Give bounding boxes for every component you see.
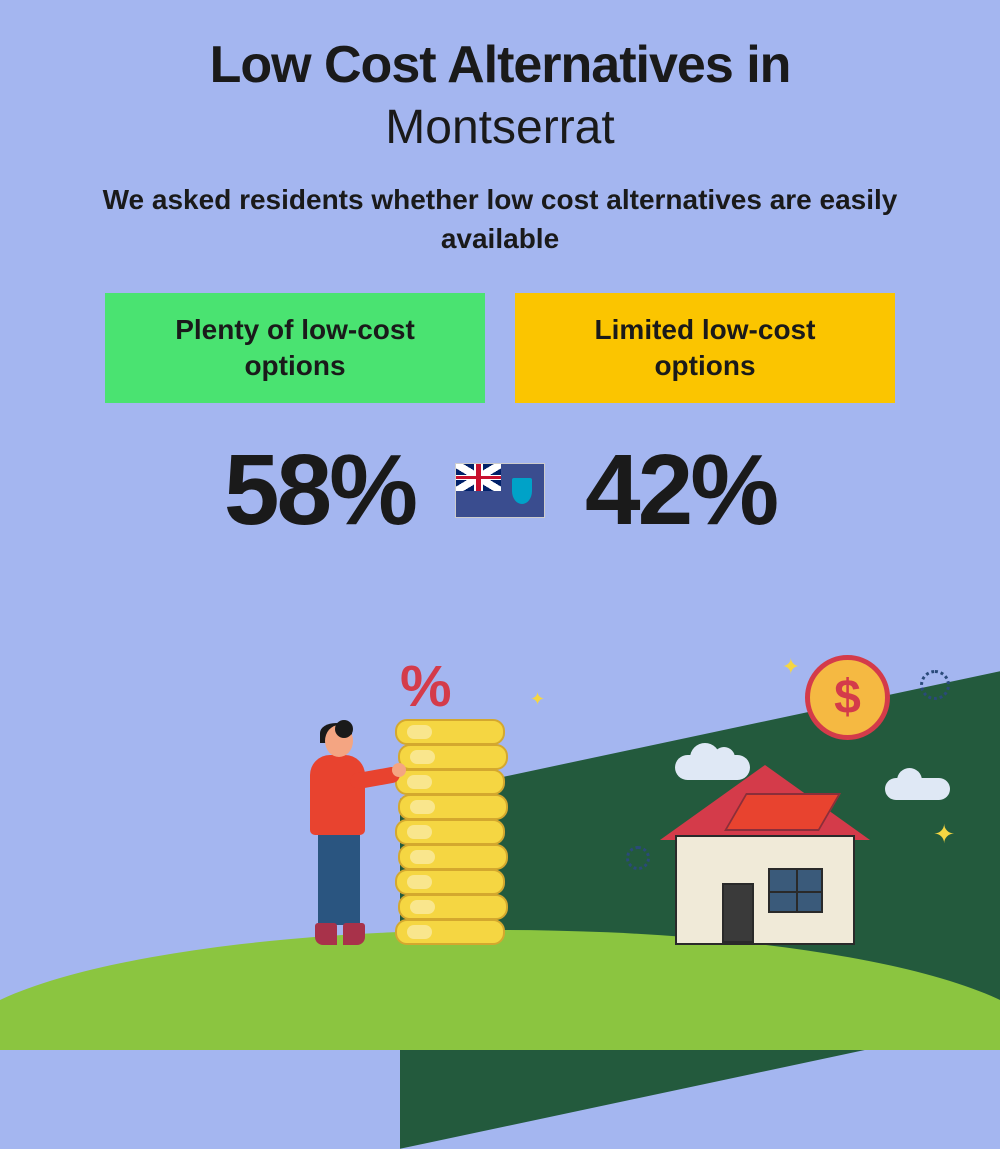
labels-row: Plenty of low-cost options Limited low-c…	[0, 293, 1000, 403]
person-icon	[300, 725, 380, 945]
subtitle: We asked residents whether low cost alte…	[0, 180, 1000, 258]
coin	[398, 744, 508, 770]
person-hand	[392, 763, 406, 777]
shoe	[343, 923, 365, 945]
coin	[395, 869, 505, 895]
option-right-label: Limited low-cost options	[515, 293, 895, 403]
coin	[398, 894, 508, 920]
coin	[398, 794, 508, 820]
coin	[395, 769, 505, 795]
infographic-container: Low Cost Alternatives in Montserrat We a…	[0, 0, 1000, 1000]
sparkle-icon: ✦	[530, 689, 545, 710]
percent-right: 42%	[585, 433, 776, 548]
shoe	[315, 923, 337, 945]
house-window	[768, 868, 823, 913]
flag-union-jack	[456, 464, 501, 491]
coin-stack	[395, 720, 505, 945]
person-shoes	[315, 923, 365, 945]
coin	[395, 919, 505, 945]
title-line1: Low Cost Alternatives in	[0, 0, 1000, 95]
coin	[395, 819, 505, 845]
person-legs	[318, 830, 360, 925]
percent-sign-icon: %	[400, 653, 452, 720]
coin	[398, 844, 508, 870]
cloud-icon	[885, 778, 950, 800]
flag-shield	[512, 478, 532, 504]
dollar-coin-icon: $	[805, 655, 890, 740]
percent-left: 58%	[224, 433, 415, 548]
option-left-label: Plenty of low-cost options	[105, 293, 485, 403]
title-line2: Montserrat	[0, 100, 1000, 155]
house-door	[722, 883, 754, 943]
sparkle-icon: ✦	[782, 654, 800, 680]
person-bun	[335, 720, 353, 738]
coin	[395, 719, 505, 745]
flag-icon	[455, 463, 545, 518]
dotted-circle-icon	[626, 846, 650, 870]
person-body	[310, 755, 365, 835]
sparkle-icon: ✦	[933, 819, 955, 850]
dotted-circle-icon	[920, 670, 950, 700]
house-body	[675, 835, 855, 945]
house-icon	[660, 765, 870, 945]
percents-row: 58% 42%	[0, 433, 1000, 548]
illustration: ✦ ✦ ✦ $ %	[0, 600, 1000, 1000]
